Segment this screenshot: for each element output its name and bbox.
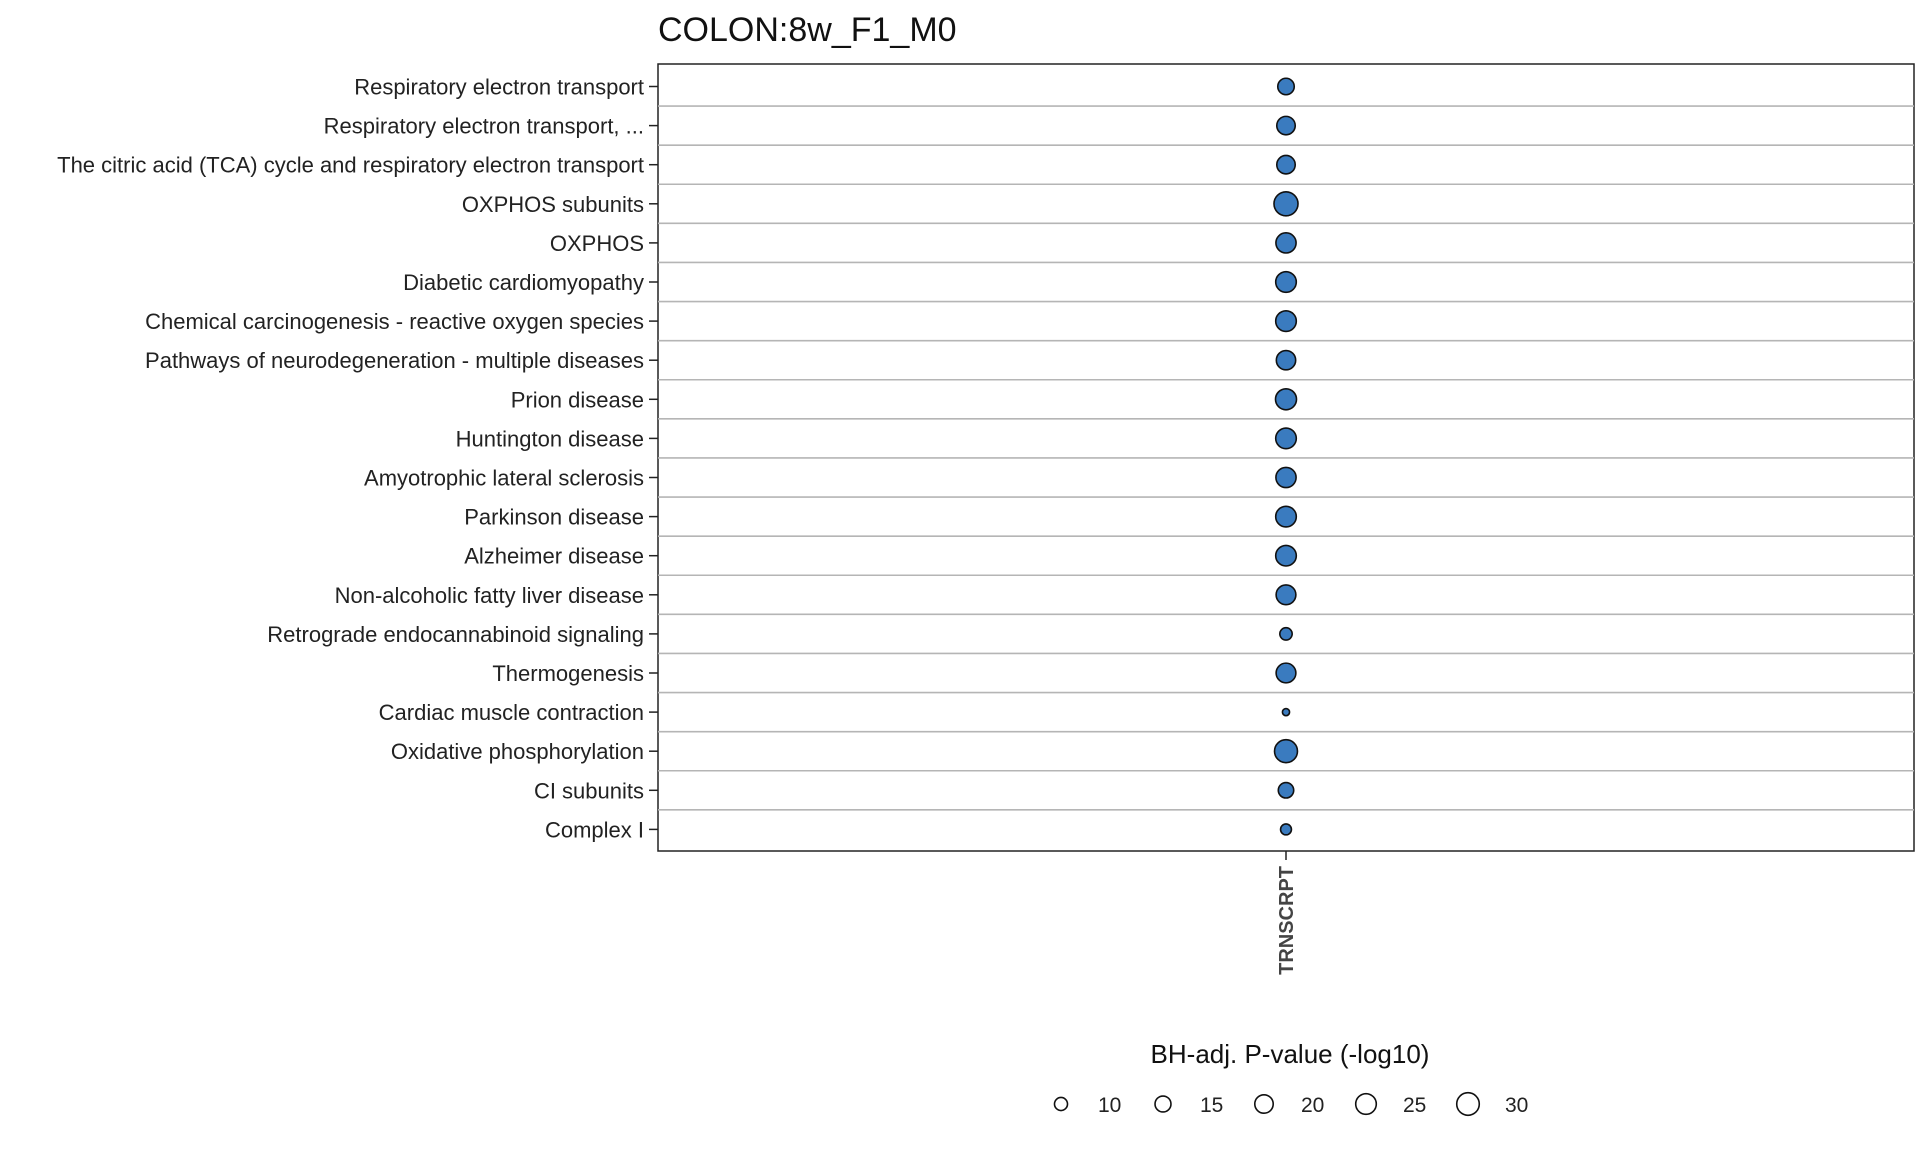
legend-title: BH-adj. P-value (-log10) [1151, 1039, 1430, 1069]
legend-label: 10 [1098, 1094, 1121, 1117]
data-point [1277, 781, 1295, 799]
legend-circle [1053, 1096, 1069, 1112]
data-point [1281, 707, 1291, 717]
row-label: Parkinson disease [464, 505, 644, 530]
data-point [1275, 349, 1297, 371]
row-label: OXPHOS [550, 231, 644, 256]
data-point [1275, 584, 1297, 606]
row-label: CI subunits [534, 778, 644, 803]
data-point [1274, 544, 1298, 567]
row-label: OXPHOS subunits [462, 192, 644, 217]
data-point [1274, 310, 1298, 333]
size-legend: BH-adj. P-value (-log10) 10 15 20 25 30 [1053, 1039, 1528, 1117]
data-point [1274, 387, 1298, 411]
row-label: Thermogenesis [492, 661, 644, 686]
row-label: Amyotrophic lateral sclerosis [364, 466, 644, 491]
data-point [1275, 232, 1297, 254]
row-label: Pathways of neurodegeneration - multiple… [145, 348, 644, 373]
data-point [1273, 190, 1299, 217]
row-label: Non-alcoholic fatty liver disease [335, 583, 644, 608]
x-tick-label: TRNSCRPT [1276, 866, 1298, 975]
legend-label: 25 [1403, 1094, 1426, 1117]
data-point [1274, 505, 1298, 528]
data-point [1275, 662, 1297, 684]
row-label: Huntington disease [456, 426, 644, 451]
data-point [1274, 427, 1298, 450]
x-axis: TRNSCRPT [1276, 851, 1298, 975]
row-labels: Respiratory electron transport Respirator… [57, 75, 644, 843]
gridlines [658, 105, 1914, 811]
legend-items: 10 15 20 25 30 [1053, 1091, 1528, 1117]
row-label: Prion disease [511, 387, 644, 412]
legend-label: 20 [1301, 1094, 1324, 1117]
row-label: Respiratory electron transport, ... [324, 114, 644, 139]
row-label: Cardiac muscle contraction [379, 700, 644, 725]
y-axis-ticks [649, 85, 658, 831]
data-point [1276, 77, 1296, 96]
row-label: Diabetic cardiomyopathy [403, 270, 644, 295]
data-points [1273, 77, 1299, 836]
row-label: Alzheimer disease [464, 544, 644, 569]
data-point [1275, 466, 1297, 489]
data-point [1275, 115, 1297, 136]
chart-title: COLON:8w_F1_M0 [658, 11, 957, 49]
legend-circle [1354, 1092, 1378, 1116]
data-point [1279, 823, 1293, 836]
row-label: Complex I [545, 817, 644, 842]
legend-circle [1253, 1093, 1275, 1115]
legend-circle [1154, 1095, 1172, 1113]
row-label: Respiratory electron transport [354, 75, 644, 100]
data-point [1279, 626, 1293, 641]
row-label: The citric acid (TCA) cycle and respirat… [57, 153, 644, 178]
legend-circle [1455, 1091, 1481, 1117]
legend-label: 30 [1505, 1094, 1528, 1117]
row-label: Chemical carcinogenesis - reactive oxyge… [145, 309, 644, 334]
row-label: Retrograde endocannabinoid signaling [267, 622, 644, 647]
data-point [1274, 270, 1298, 294]
row-label: Oxidative phosphorylation [391, 739, 644, 764]
data-point [1275, 154, 1297, 175]
legend-label: 15 [1200, 1094, 1223, 1117]
plot-panel [657, 63, 1915, 852]
data-point [1273, 738, 1299, 764]
